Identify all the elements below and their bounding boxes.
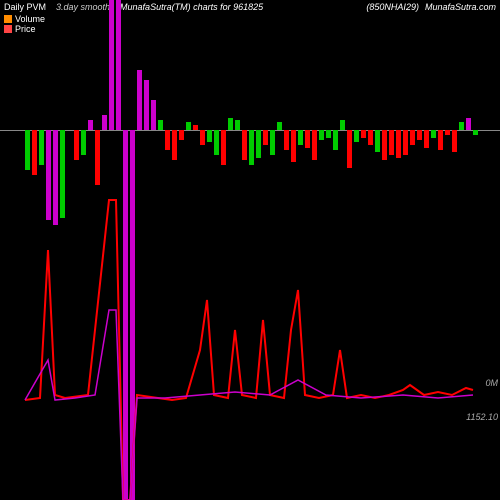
line-overlay	[0, 0, 500, 500]
chart-area: 0M 1152.10	[0, 0, 500, 500]
chart-line	[25, 200, 473, 500]
chart-line	[25, 310, 473, 500]
label-price-value: 1152.10	[466, 412, 498, 422]
label-zero-m: 0M	[485, 378, 498, 388]
